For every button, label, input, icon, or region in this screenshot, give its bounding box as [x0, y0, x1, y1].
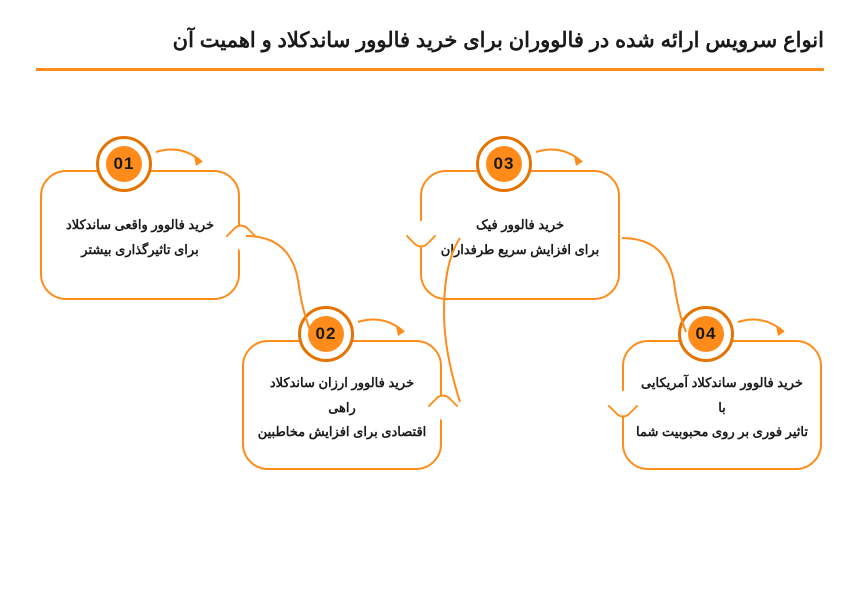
- title-underline: [36, 68, 824, 71]
- connector-2-3: [440, 232, 480, 407]
- page-title: انواع سرویس ارائه شده در فالووران برای خ…: [36, 28, 824, 53]
- step-01-badge: 01: [96, 136, 152, 192]
- step-02-line1: خرید فالوور ارزان ساندکلاد راهی: [256, 371, 428, 420]
- step-01-badge-inner: 01: [106, 146, 142, 182]
- step-03-badge-inner: 03: [486, 146, 522, 182]
- step-01-line2: برای تاثیرگذاری بیشتر: [81, 238, 198, 263]
- step-01-line1: خرید فالوور واقعی ساندکلاد: [66, 213, 214, 238]
- step-01-box: خرید فالوور واقعی ساندکلاد برای تاثیرگذا…: [40, 170, 240, 300]
- step-02: خرید فالوور ارزان ساندکلاد راهی اقتصادی …: [242, 340, 442, 470]
- connector-3-4: [616, 232, 696, 342]
- step-04-line2: تاثیر فوری بر روی محبوبیت شما: [636, 420, 808, 445]
- step-02-line2: اقتصادی برای افزایش مخاطبین: [258, 420, 427, 445]
- step-01: خرید فالوور واقعی ساندکلاد برای تاثیرگذا…: [40, 170, 240, 300]
- step-03-badge: 03: [476, 136, 532, 192]
- connector-1-2: [240, 230, 320, 340]
- step-04-box: خرید فالوور ساندکلاد آمریکایی با تاثیر ف…: [622, 340, 822, 470]
- step-02-box: خرید فالوور ارزان ساندکلاد راهی اقتصادی …: [242, 340, 442, 470]
- step-04-line1: خرید فالوور ساندکلاد آمریکایی با: [636, 371, 808, 420]
- step-03-line1: خرید فالوور فیک: [476, 213, 564, 238]
- step-04: خرید فالوور ساندکلاد آمریکایی با تاثیر ف…: [622, 340, 822, 470]
